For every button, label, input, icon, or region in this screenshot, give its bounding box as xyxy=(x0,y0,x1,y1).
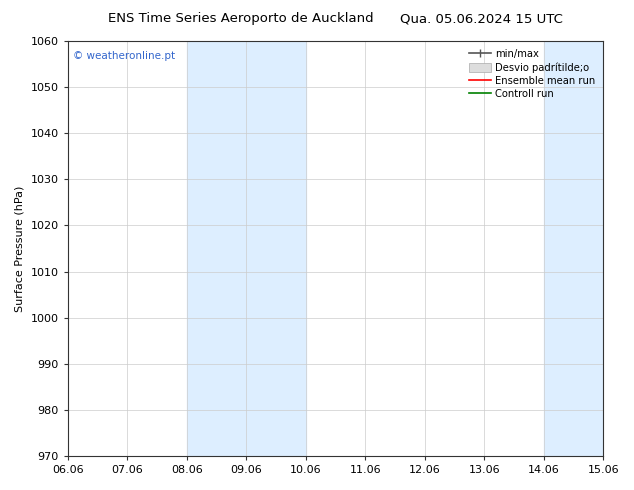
Bar xyxy=(544,41,603,456)
Text: © weatheronline.pt: © weatheronline.pt xyxy=(73,51,175,61)
Bar xyxy=(186,41,306,456)
Text: ENS Time Series Aeroporto de Auckland: ENS Time Series Aeroporto de Auckland xyxy=(108,12,373,25)
Legend: min/max, Desvio padrítilde;o, Ensemble mean run, Controll run: min/max, Desvio padrítilde;o, Ensemble m… xyxy=(466,46,598,101)
Y-axis label: Surface Pressure (hPa): Surface Pressure (hPa) xyxy=(15,185,25,312)
Text: Qua. 05.06.2024 15 UTC: Qua. 05.06.2024 15 UTC xyxy=(401,12,563,25)
